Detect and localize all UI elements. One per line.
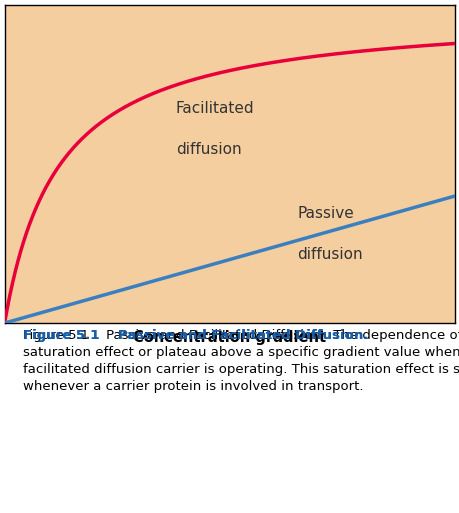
Text: Figure 5.1    Passive and Facilitated Diffusion.: Figure 5.1 Passive and Facilitated Diffu…: [22, 329, 367, 342]
X-axis label: Concentration gradient: Concentration gradient: [133, 330, 326, 345]
Text: Passive: Passive: [297, 206, 353, 221]
Text: diffusion: diffusion: [297, 247, 363, 262]
Text: diffusion: diffusion: [175, 142, 241, 157]
Text: Figure 5.1    Passive and Facilitated Diffusion.  The dependence of diffusion ra: Figure 5.1 Passive and Facilitated Diffu…: [22, 329, 459, 392]
Text: Facilitated: Facilitated: [175, 102, 254, 116]
Text: Figure 5.1    Passive and Facilitated Diffusion.: Figure 5.1 Passive and Facilitated Diffu…: [22, 329, 367, 342]
